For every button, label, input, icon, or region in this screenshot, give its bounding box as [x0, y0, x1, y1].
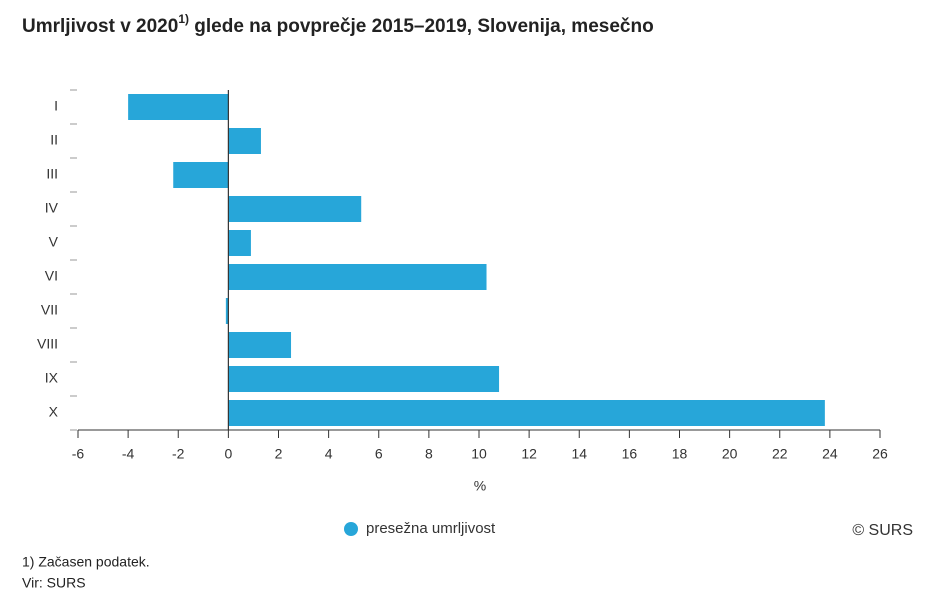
y-tick-label: I: [54, 98, 58, 114]
chart-title: Umrljivost v 20201) glede na povprečje 2…: [22, 12, 654, 37]
y-tick-label: VI: [45, 268, 58, 284]
legend-marker: [344, 522, 358, 536]
x-tick-label: 16: [622, 446, 638, 462]
y-tick-label: VIII: [37, 336, 58, 352]
x-tick-label: 24: [822, 446, 838, 462]
title-rest: glede na povprečje 2015–2019, Slovenija,…: [194, 16, 653, 37]
x-tick-label: 8: [425, 446, 433, 462]
x-axis-label: %: [474, 478, 486, 494]
x-tick-label: 12: [521, 446, 537, 462]
x-tick-label: 4: [325, 446, 333, 462]
footnote: Vir: SURS: [22, 575, 86, 591]
x-tick-label: 26: [872, 446, 888, 462]
x-tick-label: -4: [122, 446, 135, 462]
x-tick-label: 20: [722, 446, 738, 462]
y-tick-label: X: [49, 404, 59, 420]
y-tick-label: IX: [45, 370, 59, 386]
bar: [225, 298, 229, 324]
footnote: 1) Začasen podatek.: [22, 554, 150, 570]
x-tick-label: 18: [672, 446, 688, 462]
x-tick-label: 22: [772, 446, 788, 462]
bar: [228, 230, 251, 256]
x-tick-label: 2: [275, 446, 283, 462]
legend-label: presežna umrljivost: [366, 520, 496, 537]
title-note: 1): [178, 12, 189, 26]
bar: [228, 196, 362, 222]
bar: [173, 162, 229, 188]
bar: [228, 400, 825, 426]
bar: [228, 128, 261, 154]
y-tick-label: II: [50, 132, 58, 148]
bar: [228, 366, 500, 392]
x-tick-label: -6: [72, 446, 85, 462]
y-tick-label: VII: [41, 302, 58, 318]
bar: [228, 264, 487, 290]
y-tick-label: V: [49, 234, 59, 250]
y-tick-label: III: [46, 166, 58, 182]
x-tick-label: 0: [224, 446, 232, 462]
x-tick-label: 14: [571, 446, 587, 462]
x-tick-label: -2: [172, 446, 185, 462]
x-tick-label: 6: [375, 446, 383, 462]
y-tick-label: IV: [45, 200, 59, 216]
x-tick-label: 10: [471, 446, 487, 462]
bar: [128, 94, 229, 120]
title-main: Umrljivost v 2020: [22, 16, 178, 37]
credit: © SURS: [852, 522, 913, 539]
bar: [228, 332, 292, 358]
